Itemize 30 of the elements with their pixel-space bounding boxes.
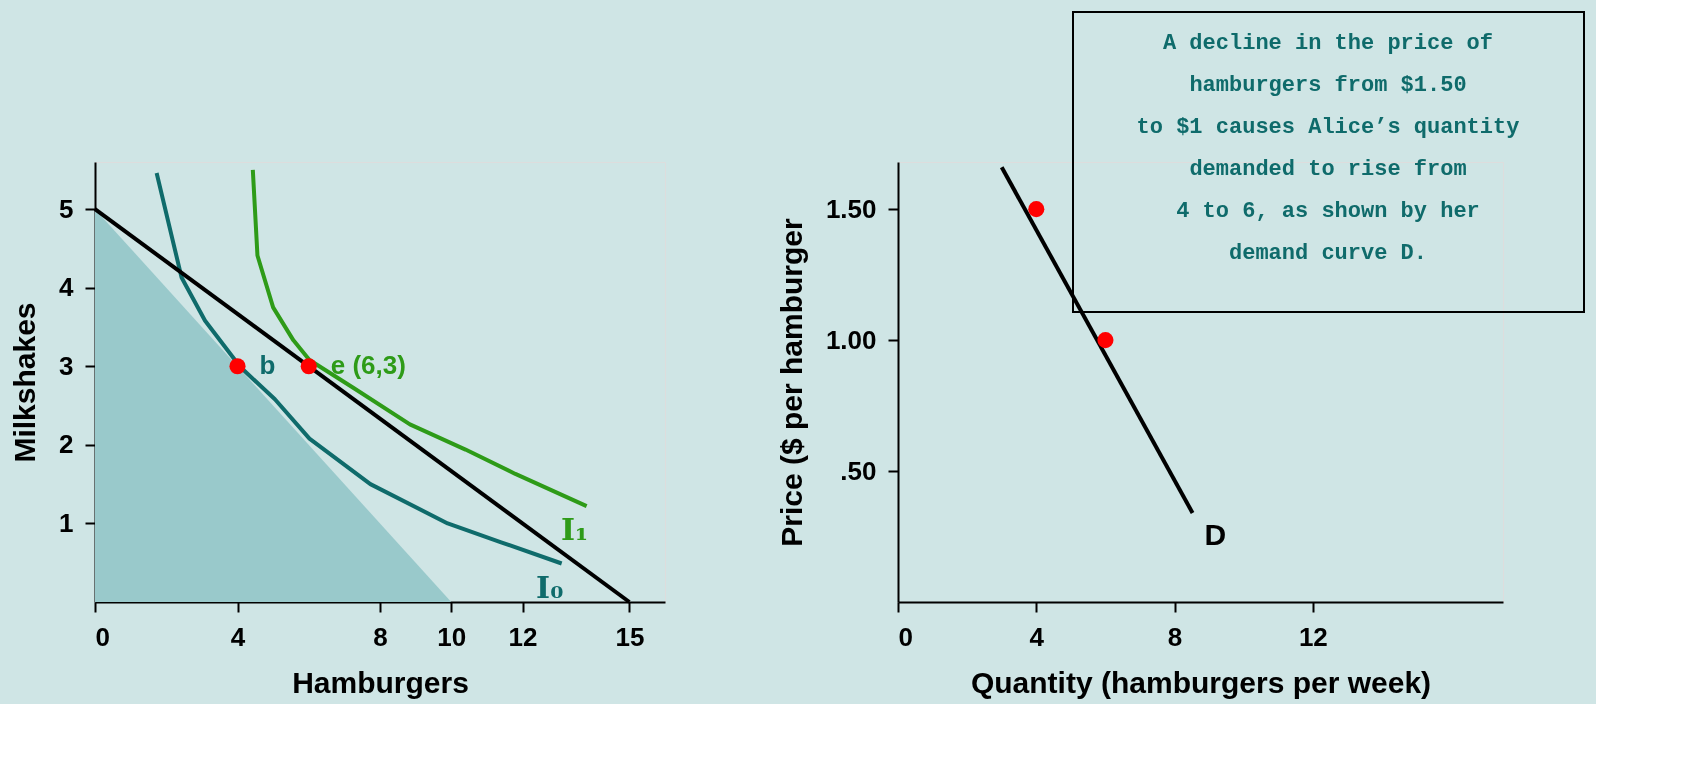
x-tick-label: 12 — [1298, 621, 1328, 652]
series-label: I₀ — [536, 569, 564, 605]
x-tick-label: 8 — [1167, 621, 1183, 652]
x-tick-label: 4 — [1029, 621, 1045, 652]
annotation: A decline in the price of hamburgers from $1.50 to $1 causes Alice’s quantity demanded to rise from 4 to 6, as shown by her demand curve D. — [1136, 31, 1520, 266]
y-tick-label: 2 — [59, 429, 74, 460]
x-tick-label: 0 — [898, 621, 913, 652]
y-tick-label: 5 — [59, 193, 74, 224]
y-tick-label: 3 — [59, 350, 74, 381]
y-tick-label: 1.50 — [825, 193, 877, 224]
annotation: e (6,3) — [330, 350, 406, 381]
y-tick-label: 1 — [59, 507, 74, 538]
x-axis-title: Hamburgers — [292, 665, 469, 699]
line-series — [154, 171, 564, 566]
y-axis-title: Milkshakes — [8, 302, 42, 463]
line-series — [250, 167, 589, 509]
x-tick-label: 10 — [437, 621, 467, 652]
x-tick-label: 12 — [508, 621, 538, 652]
y-tick-label: 1.00 — [825, 324, 877, 355]
y-tick-label: 4 — [59, 272, 75, 303]
series-label: D — [1204, 517, 1227, 551]
x-tick-label: 8 — [373, 621, 388, 652]
x-tick-label: 0 — [95, 621, 110, 652]
series-label: I₁ — [561, 512, 589, 548]
y-tick-label: .50 — [840, 455, 877, 486]
x-tick-label: 4 — [230, 621, 246, 652]
x-axis-title: Quantity (hamburgers per week) — [970, 665, 1432, 699]
y-axis-title: Price ($ per hamburger — [774, 217, 808, 547]
x-tick-label: 15 — [615, 621, 645, 652]
annotation: b — [259, 350, 276, 381]
